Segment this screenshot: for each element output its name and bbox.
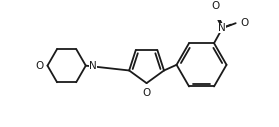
Text: N: N [89, 61, 97, 71]
Text: O: O [241, 18, 249, 28]
Text: N: N [218, 23, 226, 33]
Text: O: O [35, 61, 43, 71]
Text: O: O [211, 1, 220, 11]
Text: O: O [143, 88, 151, 98]
